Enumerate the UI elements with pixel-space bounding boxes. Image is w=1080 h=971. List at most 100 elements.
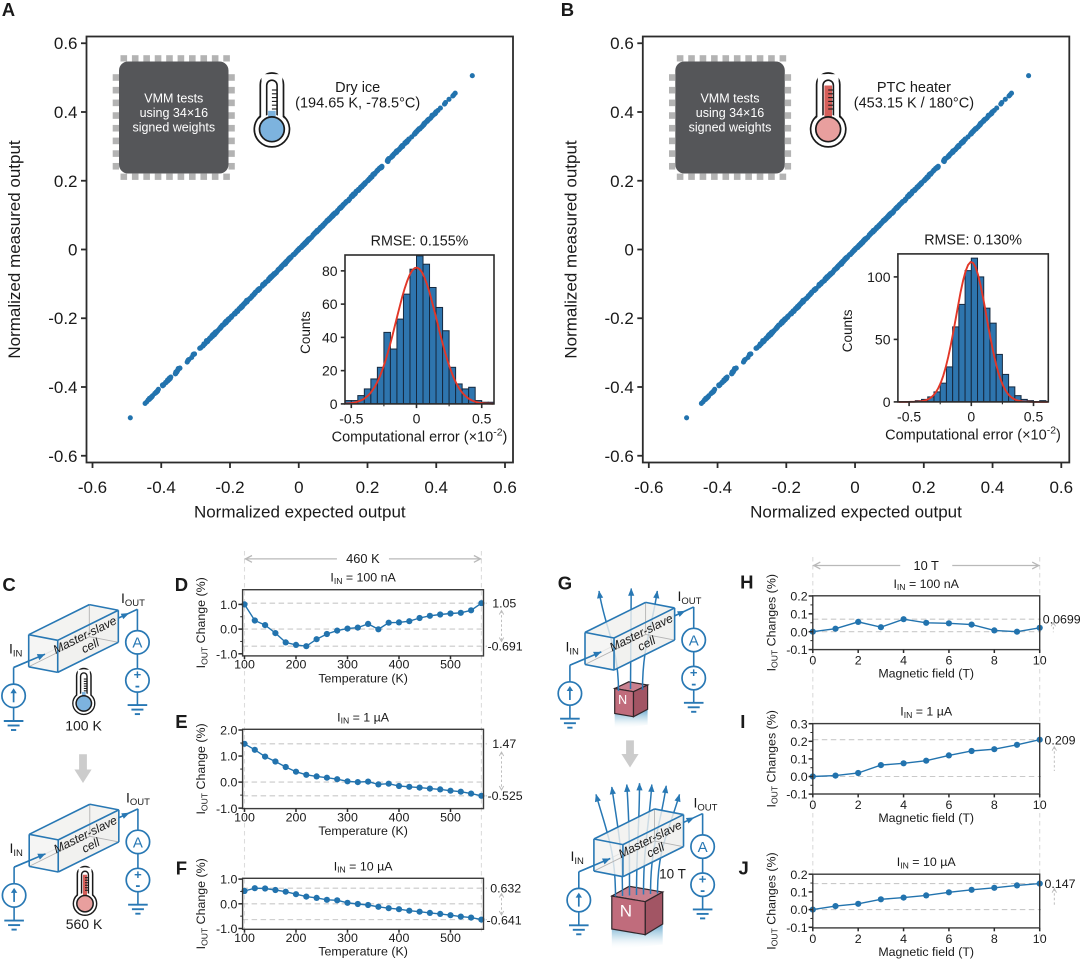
svg-text:0.2: 0.2 [790, 735, 807, 749]
svg-text:IOUT Changes (%): IOUT Changes (%) [764, 574, 779, 671]
svg-text:J: J [739, 857, 749, 878]
svg-text:-1.0: -1.0 [216, 647, 237, 661]
svg-text:-0.5: -0.5 [339, 410, 363, 426]
svg-text:0: 0 [294, 478, 303, 497]
svg-text:-0.6: -0.6 [634, 478, 663, 497]
svg-text:-1.0: -1.0 [216, 922, 237, 936]
svg-text:500: 500 [440, 810, 461, 824]
svg-text:80: 80 [322, 263, 338, 279]
svg-text:10: 10 [1033, 932, 1047, 946]
svg-text:N: N [620, 902, 632, 921]
svg-text:1.0: 1.0 [220, 873, 237, 887]
svg-text:0.3: 0.3 [790, 717, 807, 731]
svg-text:Normalized expected output: Normalized expected output [750, 503, 962, 522]
svg-text:0.2: 0.2 [356, 478, 380, 497]
svg-text:IOUT Change (%): IOUT Change (%) [194, 577, 209, 668]
svg-text:-: - [135, 877, 140, 894]
svg-text:0.0: 0.0 [220, 623, 237, 637]
svg-text:4: 4 [900, 932, 907, 946]
svg-text:8: 8 [991, 932, 998, 946]
svg-text:A: A [698, 839, 708, 856]
svg-text:VMM tests: VMM tests [144, 91, 203, 105]
svg-text:Magnetic field (T): Magnetic field (T) [878, 945, 974, 959]
svg-text:0.4: 0.4 [54, 103, 78, 122]
svg-text:2.0: 2.0 [220, 724, 237, 738]
svg-text:0.2: 0.2 [790, 868, 807, 882]
svg-text:200: 200 [286, 658, 307, 672]
svg-text:C: C [2, 574, 15, 595]
svg-text:-0.4: -0.4 [605, 378, 634, 397]
svg-text:100: 100 [234, 810, 255, 824]
svg-text:-0.4: -0.4 [147, 478, 176, 497]
svg-text:0.1: 0.1 [790, 753, 807, 767]
svg-text:G: G [558, 573, 572, 594]
svg-text:IIN = 100 nA: IIN = 100 nA [893, 577, 959, 592]
svg-text:10 T: 10 T [659, 867, 686, 882]
svg-text:0.6: 0.6 [54, 34, 78, 53]
svg-text:0.0: 0.0 [220, 776, 237, 790]
svg-text:0.0699: 0.0699 [1043, 612, 1080, 626]
svg-text:A: A [689, 632, 699, 649]
svg-text:IOUT Change (%): IOUT Change (%) [194, 858, 209, 949]
svg-text:Computational error (×10-2): Computational error (×10-2) [885, 424, 1061, 443]
svg-text:-0.6: -0.6 [48, 447, 77, 466]
svg-text:0: 0 [850, 478, 859, 497]
svg-text:A: A [133, 834, 143, 851]
svg-text:IIN = 10 µA: IIN = 10 µA [897, 855, 957, 870]
svg-text:0.209: 0.209 [1045, 733, 1076, 747]
svg-text:Magnetic field (T): Magnetic field (T) [878, 811, 974, 825]
svg-text:signed weights: signed weights [132, 120, 215, 134]
svg-text:-0.2: -0.2 [605, 309, 634, 328]
svg-text:100: 100 [234, 931, 255, 945]
svg-text:A: A [132, 635, 142, 652]
svg-text:400: 400 [389, 931, 410, 945]
svg-text:N: N [618, 693, 627, 707]
svg-text:20: 20 [322, 363, 338, 379]
svg-text:300: 300 [337, 658, 358, 672]
svg-text:0.0: 0.0 [790, 770, 807, 784]
svg-text:-0.1: -0.1 [786, 788, 807, 802]
svg-text:-0.2: -0.2 [48, 309, 77, 328]
svg-text:0.4: 0.4 [610, 103, 634, 122]
svg-text:+: + [134, 667, 142, 682]
svg-text:-0.2: -0.2 [772, 478, 801, 497]
svg-text:6: 6 [945, 798, 952, 812]
svg-text:8: 8 [991, 798, 998, 812]
svg-text:IOUT Changes (%): IOUT Changes (%) [764, 852, 779, 949]
svg-text:-0.1: -0.1 [786, 643, 807, 657]
svg-text:0.2: 0.2 [610, 172, 634, 191]
svg-text:+: + [134, 867, 142, 882]
svg-text:signed weights: signed weights [689, 120, 772, 134]
svg-text:Temperature (K): Temperature (K) [318, 671, 408, 685]
svg-text:F: F [176, 857, 187, 878]
svg-text:1.05: 1.05 [492, 597, 516, 611]
svg-text:-0.2: -0.2 [215, 478, 244, 497]
svg-text:0.0: 0.0 [220, 897, 237, 911]
svg-text:2: 2 [855, 798, 862, 812]
svg-text:0: 0 [967, 408, 975, 424]
svg-text:IOUT Changes (%): IOUT Changes (%) [764, 710, 779, 807]
svg-text:PTC heater: PTC heater [877, 80, 951, 96]
svg-text:0: 0 [809, 932, 816, 946]
svg-text:200: 200 [286, 810, 307, 824]
svg-text:Dry ice: Dry ice [335, 80, 380, 96]
svg-text:Counts: Counts [298, 311, 313, 354]
svg-text:6: 6 [945, 932, 952, 946]
svg-text:8: 8 [991, 654, 998, 668]
svg-text:-: - [700, 882, 705, 899]
svg-text:4: 4 [900, 798, 907, 812]
svg-text:1.47: 1.47 [492, 737, 516, 751]
svg-text:0.147: 0.147 [1045, 877, 1076, 891]
svg-text:-: - [691, 675, 696, 692]
svg-text:VMM tests: VMM tests [700, 91, 759, 105]
svg-text:0.2: 0.2 [54, 172, 78, 191]
svg-text:0.5: 0.5 [472, 410, 492, 426]
svg-text:I: I [740, 711, 745, 732]
svg-text:0.1: 0.1 [790, 886, 807, 900]
svg-text:2: 2 [855, 654, 862, 668]
svg-text:-0.691: -0.691 [488, 639, 523, 653]
svg-text:0.0: 0.0 [790, 903, 807, 917]
svg-text:6: 6 [945, 654, 952, 668]
svg-text:-1.0: -1.0 [216, 802, 237, 816]
svg-text:400: 400 [389, 810, 410, 824]
